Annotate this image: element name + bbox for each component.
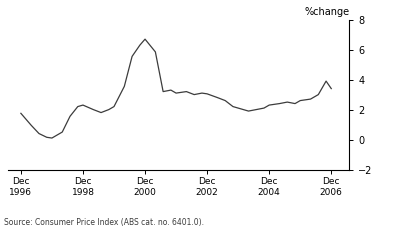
Text: Source: Consumer Price Index (ABS cat. no. 6401.0).: Source: Consumer Price Index (ABS cat. n… bbox=[4, 218, 204, 227]
Text: %change: %change bbox=[304, 7, 349, 17]
